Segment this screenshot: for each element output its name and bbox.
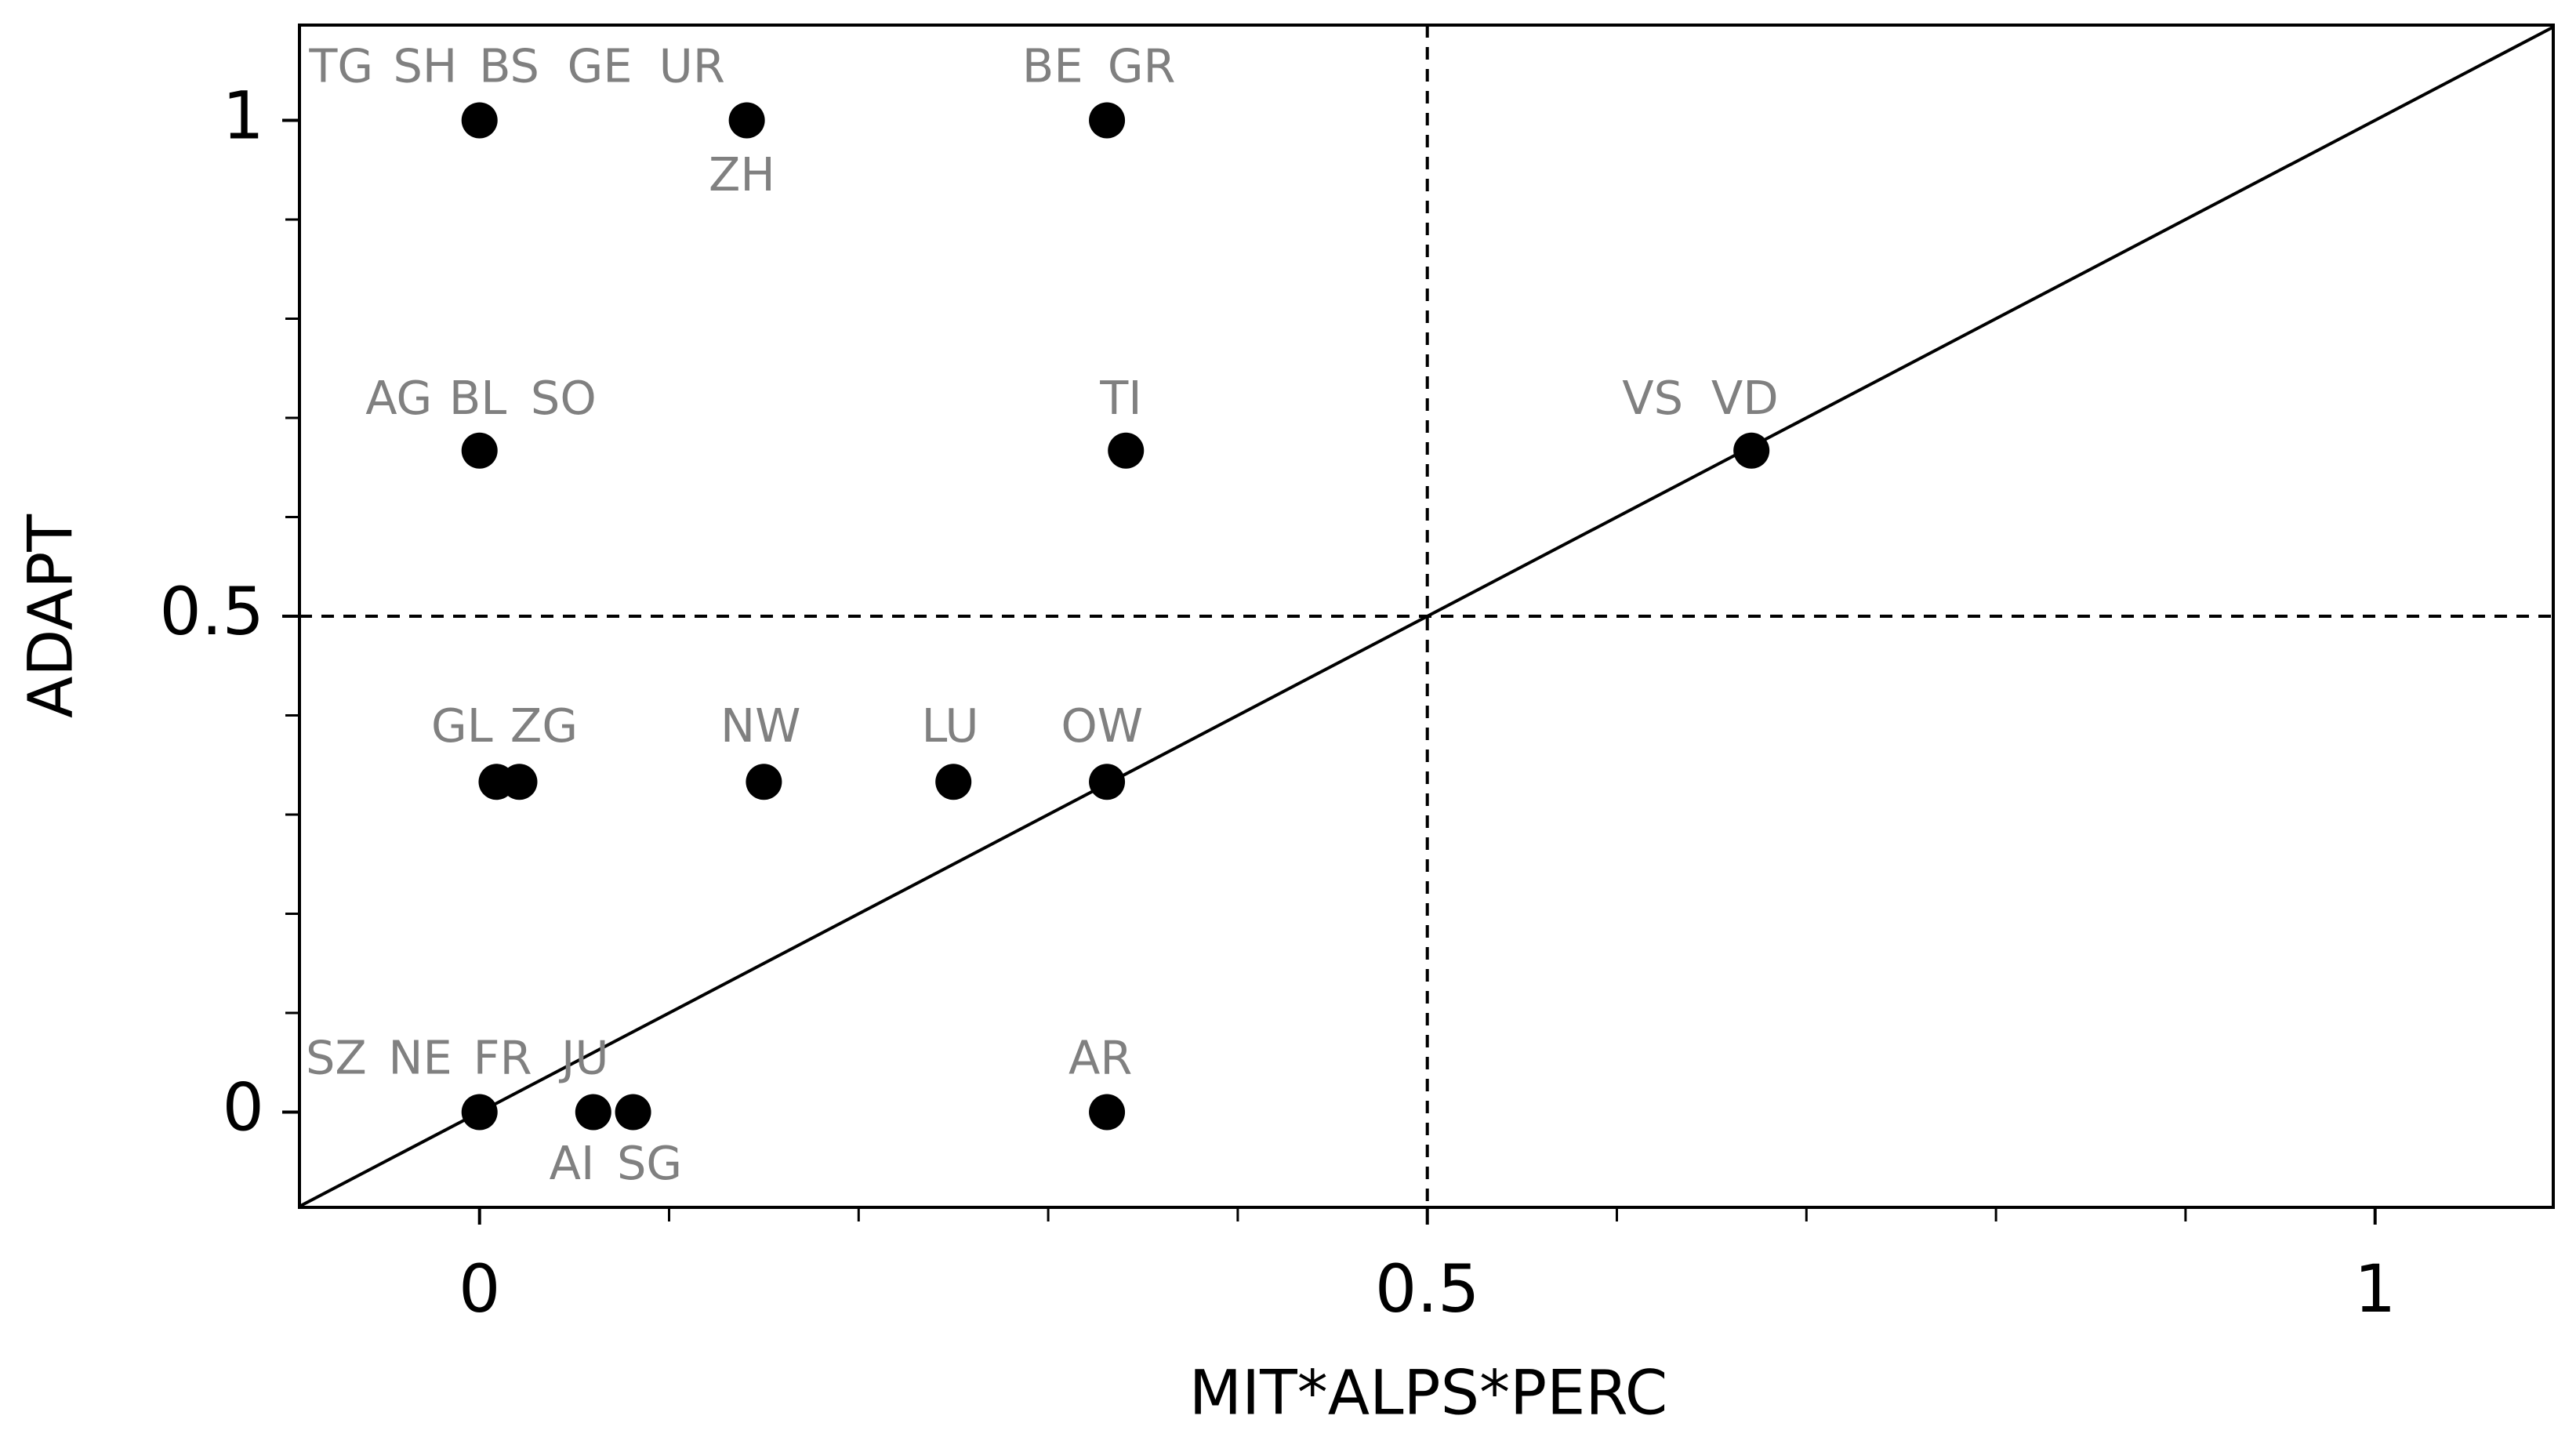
y-tick-label: 1 (223, 77, 264, 154)
point (1733, 432, 1770, 469)
point-label: TI (1099, 371, 1141, 425)
x-tick-label: 0.5 (1375, 1250, 1480, 1327)
point-label: GL (431, 699, 493, 753)
point-label: OW (1061, 699, 1143, 753)
point-label: LU (921, 699, 978, 753)
point (1089, 1094, 1126, 1131)
point-label: AG (365, 371, 432, 425)
point-label: AI (550, 1136, 595, 1190)
point-label: GR (1108, 38, 1176, 93)
point-label: BE (1022, 38, 1083, 93)
point (1108, 432, 1145, 469)
point (935, 764, 972, 800)
point (461, 432, 498, 469)
y-tick-label: 0.5 (159, 573, 264, 650)
point-label: BL (449, 371, 506, 425)
point (501, 764, 538, 800)
point-label: BS (479, 38, 539, 93)
point (461, 1094, 498, 1131)
point-label: GE (568, 38, 633, 93)
point-label: SG (617, 1136, 682, 1190)
point-label: NE (388, 1031, 452, 1085)
point-label: NW (720, 699, 800, 753)
point (615, 1094, 651, 1131)
plot-frame (298, 24, 2555, 1209)
point (575, 1094, 611, 1131)
x-tick-label: 0 (459, 1250, 500, 1327)
point (746, 764, 782, 800)
point-label: TG (308, 38, 373, 93)
identity-line (299, 25, 2554, 1208)
point-label: SZ (306, 1031, 367, 1085)
point-label: AR (1068, 1031, 1132, 1085)
point-label: SO (531, 371, 597, 425)
point (728, 102, 765, 139)
point-label: VD (1711, 371, 1779, 425)
x-axis-title: MIT*ALPS*PERC (1189, 1358, 1667, 1428)
y-tick-label: 0 (223, 1069, 264, 1145)
point (1089, 102, 1126, 139)
x-tick-label: 1 (2354, 1250, 2396, 1327)
point-label: ZG (510, 699, 578, 753)
point-label: VS (1622, 371, 1683, 425)
point (461, 102, 498, 139)
point-label: UR (659, 38, 725, 93)
point-label: FR (473, 1031, 532, 1085)
y-axis-title: ADAPT (16, 514, 86, 718)
point (1089, 764, 1126, 800)
point-label: SH (393, 38, 457, 93)
point-label: JU (558, 1031, 609, 1085)
point-label: ZH (709, 147, 775, 201)
